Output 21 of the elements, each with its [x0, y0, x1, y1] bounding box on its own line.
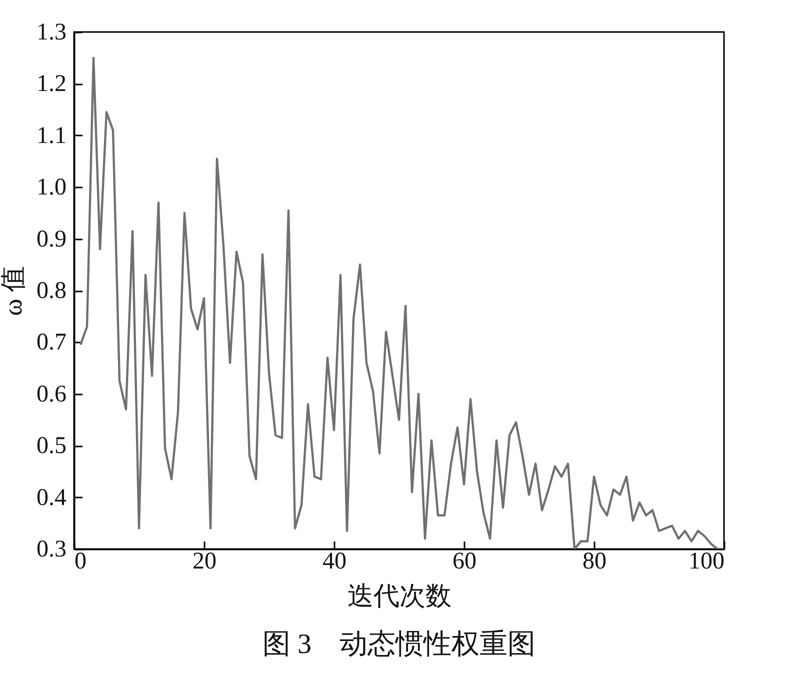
y-tick-label: 0.6 [36, 381, 66, 408]
x-tick-label: 20 [192, 548, 216, 574]
x-tick-label: 100 [688, 548, 724, 574]
y-tick-label: 1.1 [36, 122, 66, 149]
x-tick-label: 0 [74, 548, 86, 574]
x-tick-label: 40 [322, 548, 346, 574]
y-tick-label: 0.4 [36, 484, 66, 511]
y-tick-label: 0.9 [36, 226, 66, 252]
y-tick-label: 1.0 [36, 174, 66, 201]
caption: 图 3 动态惯性权重图 [262, 629, 536, 660]
y-tick-label: 0.3 [36, 536, 66, 562]
x-axis-title: 迭代次数 [348, 582, 452, 610]
y-tick-label: 0.5 [36, 433, 66, 460]
line-series [79, 56, 724, 549]
x-tick-label: 80 [582, 548, 606, 574]
y-tick-label: 1.2 [36, 71, 66, 98]
y-tick-label: 0.8 [36, 278, 66, 304]
y-axis-title: ω 值 [0, 266, 28, 316]
y-tick-label: 0.7 [36, 330, 66, 356]
y-tick-label: 1.3 [36, 20, 66, 46]
x-tick-label: 60 [452, 548, 476, 574]
